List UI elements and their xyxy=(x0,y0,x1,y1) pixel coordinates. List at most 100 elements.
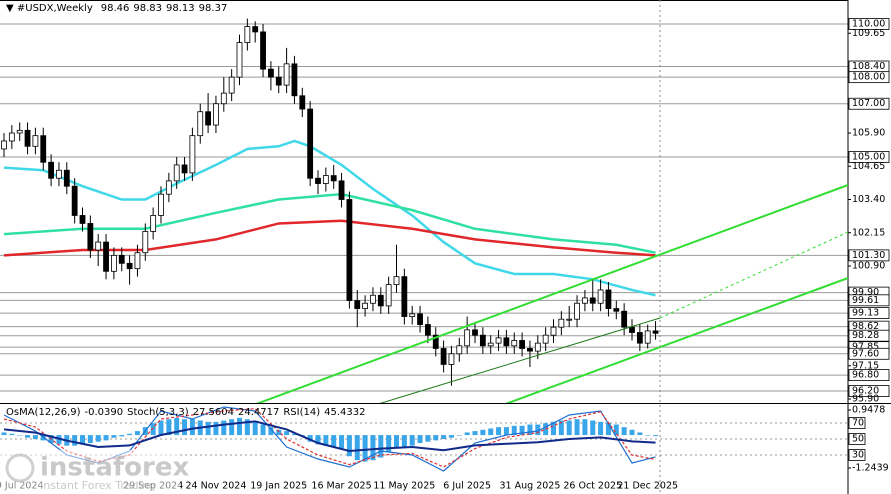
osma-bar xyxy=(637,432,643,436)
y-tick-label: 97.60 xyxy=(852,348,879,359)
oscillator-label-box xyxy=(848,449,866,461)
candle-body xyxy=(95,241,102,251)
candle-body xyxy=(629,326,635,333)
osma-bar xyxy=(221,420,227,436)
osma-bar xyxy=(56,435,62,445)
level-label-box xyxy=(848,347,890,360)
level-label-box xyxy=(848,369,890,381)
channel-lower xyxy=(505,277,848,403)
candle-body xyxy=(432,334,439,349)
osma-bar xyxy=(511,425,517,436)
candle-body xyxy=(385,284,392,307)
y-tick-label: 96.80 xyxy=(852,370,879,381)
candle-body xyxy=(1,140,7,150)
y-tick-label: 95.90 xyxy=(852,394,879,405)
candle-body xyxy=(205,111,212,126)
osma-bar xyxy=(25,435,31,438)
y-tick-label: 100.90 xyxy=(852,261,885,272)
candle-body xyxy=(252,26,259,33)
candle-body xyxy=(87,223,94,251)
candle-body xyxy=(322,175,329,184)
osma-bar xyxy=(441,435,447,440)
candle-body xyxy=(16,129,23,134)
candle-body xyxy=(495,337,502,344)
oscillator-tick-label: 50 xyxy=(852,434,864,445)
candle-body xyxy=(213,103,219,126)
y-tick-label: 97.15 xyxy=(852,360,879,371)
osma-bar xyxy=(401,435,407,447)
osma-bar xyxy=(621,427,627,436)
candle-body xyxy=(63,169,70,187)
watermark-bg xyxy=(0,450,180,494)
osma-bar xyxy=(566,420,572,436)
osma-bar xyxy=(629,429,635,436)
candle-body xyxy=(79,215,86,224)
y-tick-label: 103.40 xyxy=(852,194,885,205)
candle-body xyxy=(448,353,455,365)
candle-body xyxy=(417,313,423,325)
candle-body xyxy=(197,111,204,137)
osma-bar xyxy=(158,420,164,436)
stoch-main: 27.5604 xyxy=(193,407,234,418)
y-tick-label: 110.00 xyxy=(852,18,885,29)
y-tick-label: 97.85 xyxy=(852,342,879,353)
osma-bar xyxy=(339,435,345,449)
chart-header: ▼ #USDX,Weekly 98.46 98.83 98.13 98.37 xyxy=(6,3,227,14)
candle-body xyxy=(56,169,62,179)
osma-bar xyxy=(276,429,282,436)
candle-body xyxy=(338,180,345,200)
osma-bar xyxy=(331,435,337,447)
moving-average xyxy=(3,219,656,257)
osma-bar xyxy=(543,423,549,436)
osma-bar xyxy=(32,435,38,440)
x-tick-label: 16 Mar 2025 xyxy=(311,481,371,492)
candle-body xyxy=(409,313,416,317)
osma-bar xyxy=(488,428,494,436)
watermark-brand: instaforex xyxy=(40,453,190,483)
osma-bar xyxy=(417,435,423,444)
osma-bar xyxy=(582,419,588,436)
indicator-header: OsMA(12,26,9) -0.0390 Stoch(5,3,3) 27.5604 2… xyxy=(6,407,365,418)
candle-body xyxy=(165,180,172,195)
y-tick-label: 99.90 xyxy=(852,287,879,298)
y-tick-label: 108.40 xyxy=(852,61,885,72)
osma-bar xyxy=(519,425,525,436)
candle-body xyxy=(479,334,486,347)
x-tick-label: 11 May 2025 xyxy=(373,481,435,492)
osma-bar xyxy=(150,423,156,436)
candle-body xyxy=(636,332,643,344)
level-label-box xyxy=(848,294,890,307)
osma-bar xyxy=(95,435,101,442)
osma-bar xyxy=(87,435,93,444)
osma-bar xyxy=(354,435,360,461)
candle-body xyxy=(111,254,117,272)
osma-bar xyxy=(119,435,125,437)
osma-bar xyxy=(260,424,266,436)
osma-bar xyxy=(346,435,352,457)
candle-body xyxy=(464,329,471,347)
candle-body xyxy=(291,63,298,97)
candle-body xyxy=(307,108,314,179)
candle-body xyxy=(32,135,39,147)
osma-bar xyxy=(409,435,415,446)
candle-body xyxy=(440,348,447,365)
osma-bar xyxy=(613,424,619,436)
candle-body xyxy=(330,175,337,182)
oscillator-line xyxy=(3,420,656,453)
osma-bar xyxy=(598,421,604,436)
y-tick-label: 105.90 xyxy=(852,128,885,139)
osma-tick-label: 0.9478 xyxy=(852,405,885,416)
candle-body xyxy=(275,76,282,86)
osma-bar xyxy=(496,427,502,436)
candle-body xyxy=(267,68,274,78)
osma-bar xyxy=(174,417,180,436)
osma-bar xyxy=(425,435,431,442)
osma-bar xyxy=(464,432,470,436)
candle-body xyxy=(582,297,588,304)
candle-body xyxy=(71,185,78,216)
osma-bar xyxy=(551,421,556,436)
x-tick-label: 31 Aug 2025 xyxy=(500,481,561,492)
level-label-box xyxy=(848,329,890,342)
candle-body xyxy=(370,294,376,304)
